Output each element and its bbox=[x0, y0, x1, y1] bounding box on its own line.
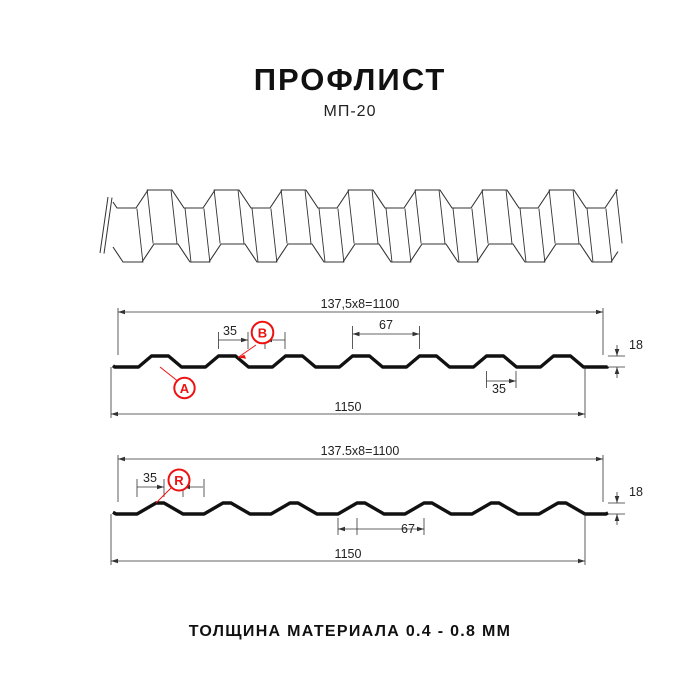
svg-text:35: 35 bbox=[143, 471, 157, 485]
svg-text:35: 35 bbox=[223, 324, 237, 338]
svg-text:R: R bbox=[174, 473, 184, 488]
svg-text:A: A bbox=[180, 381, 190, 396]
svg-text:B: B bbox=[258, 326, 267, 341]
svg-text:67: 67 bbox=[379, 318, 393, 332]
svg-text:1150: 1150 bbox=[335, 400, 362, 414]
svg-text:35: 35 bbox=[492, 382, 506, 396]
svg-text:18: 18 bbox=[629, 338, 643, 352]
svg-text:1150: 1150 bbox=[335, 547, 362, 561]
svg-text:18: 18 bbox=[629, 485, 643, 499]
svg-text:137.5x8=1100: 137.5x8=1100 bbox=[321, 444, 400, 458]
svg-text:137,5x8=1100: 137,5x8=1100 bbox=[321, 297, 400, 311]
